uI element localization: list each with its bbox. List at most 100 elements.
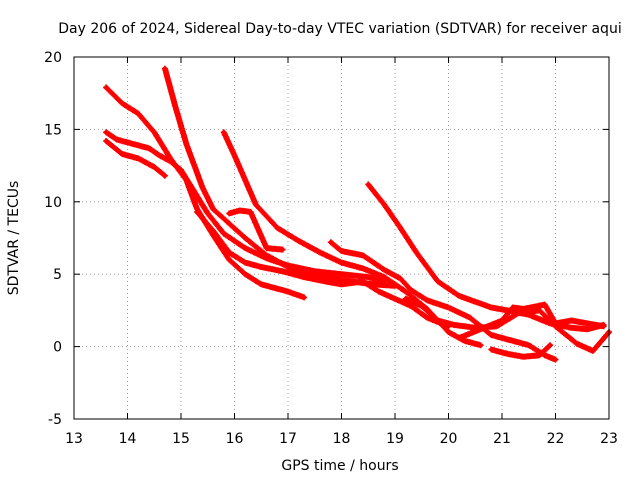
data-point [136,111,141,116]
data-point [398,276,403,281]
data-point [403,296,408,301]
data-point [243,235,248,241]
data-point [103,85,109,90]
data-point [152,130,157,135]
data-point [285,289,291,294]
data-point [419,303,424,309]
data-point [553,321,558,326]
x-tick-label: 18 [333,431,351,447]
data-point [547,343,553,348]
series-track-12 [488,342,554,360]
data-point [457,335,462,341]
y-tick-label: -5 [48,412,62,428]
data-point [162,173,168,178]
data-point [317,250,323,255]
data-point [360,253,366,258]
data-point [136,156,141,161]
data-point [446,305,451,310]
x-tick-label: 20 [440,431,458,447]
data-point [259,282,264,287]
data-point [253,202,259,207]
series-track-6 [220,129,484,349]
data-point [515,311,521,316]
data-point [280,247,285,252]
data-point [227,257,232,262]
data-point [446,329,451,335]
grid [74,57,609,419]
data-point [451,322,457,328]
series-track-3 [103,138,168,179]
data-point [473,299,478,304]
data-point [339,248,344,254]
y-tick-label: 15 [44,122,62,138]
data-point [392,296,398,301]
data-point [227,211,232,216]
data-point [189,185,194,190]
data-point [376,289,382,294]
series-track-1 [103,84,308,301]
data-point [408,287,414,293]
x-axis-label: GPS time / hours [281,458,398,474]
x-tick-label: 19 [386,431,404,447]
data-point [243,272,248,277]
data-point [259,264,264,270]
data-point [382,267,387,273]
chart-title: Day 206 of 2024, Sidereal Day-to-day VTE… [58,21,621,37]
x-tick-label: 21 [493,431,511,447]
data-point [103,130,109,135]
data-point [414,250,419,255]
data-point [537,353,542,358]
axis-ticks: 13 14 15 16 17 18 19 20 21 22 23 -5 0 5 10 15 20 [44,50,618,447]
x-tick-label: 22 [547,431,565,447]
data-point [168,159,173,164]
y-axis-label: SDTVAR / TECUs [6,181,22,296]
data-point [114,137,120,142]
series-track-11 [456,301,607,341]
data-point [264,253,269,258]
x-tick-label: 16 [226,431,244,447]
data-point [435,318,440,323]
data-point [403,289,408,294]
data-point [478,343,483,348]
data-point [301,274,307,280]
series-track-9 [365,181,607,333]
data-point [590,348,596,354]
series-track-2 [103,129,388,285]
data-point [339,282,344,287]
data-point [408,303,414,309]
data-point [489,332,494,338]
data-point [157,153,162,158]
data-point [285,264,291,270]
data-point [457,293,462,299]
data-point [152,164,157,170]
data-point [227,250,232,255]
series-track-7 [226,207,286,253]
data-point [173,105,178,110]
data-point [275,225,280,231]
data-point [200,185,205,190]
data-point [505,351,510,356]
data-point [275,286,280,291]
data-point [339,260,344,265]
data-point [210,206,216,212]
data-point [521,306,526,312]
data-point [301,295,307,300]
data-point [264,245,269,251]
x-tick-label: 13 [65,431,83,447]
data-point [280,269,285,274]
data-point [585,327,590,332]
y-tick-label: 5 [53,267,62,283]
data-series [103,65,612,363]
data-point [120,151,125,157]
data-point [499,318,505,323]
data-point [339,272,344,277]
data-point [296,238,301,244]
data-point [205,211,210,216]
x-tick-label: 17 [279,431,297,447]
data-point [569,318,574,323]
series-markers [365,181,607,333]
data-point [382,202,387,207]
series-track-8 [327,239,559,363]
data-point [328,240,333,245]
